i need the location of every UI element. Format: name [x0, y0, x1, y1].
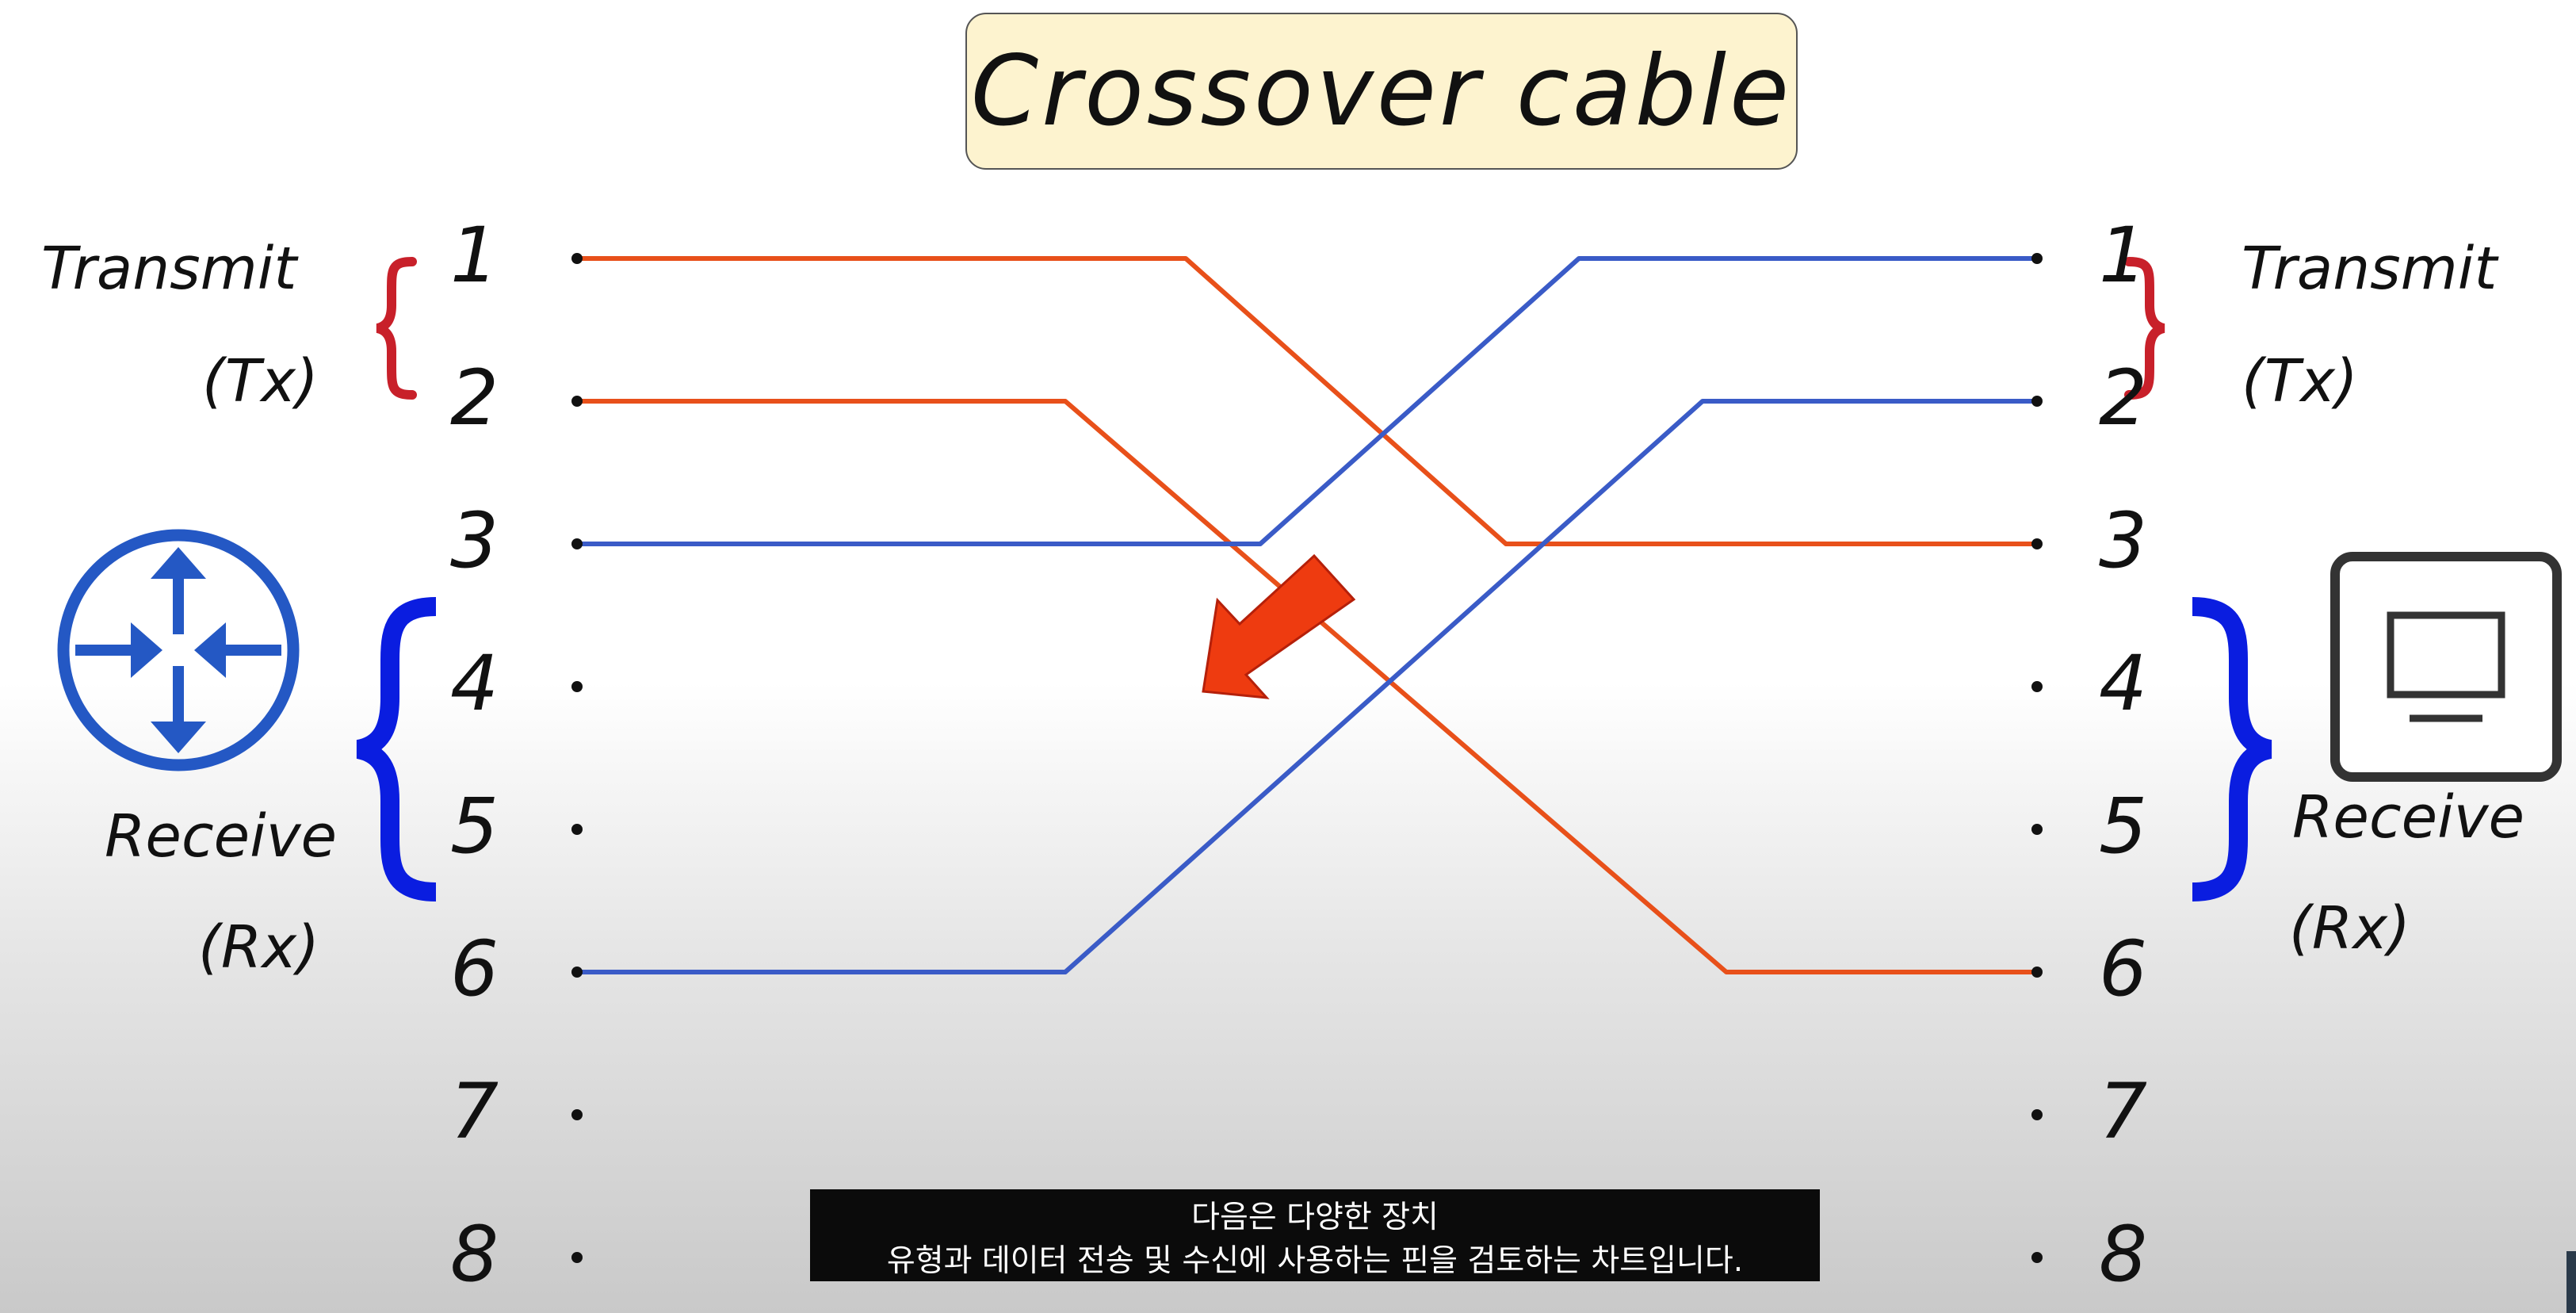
pin-dots-layer	[571, 253, 2043, 1263]
left-pin-8: 8	[450, 1210, 499, 1299]
right-pin-dot-6	[2031, 967, 2043, 978]
right-transmit-label: Transmit	[2242, 235, 2498, 303]
right-pin-8: 8	[2099, 1210, 2148, 1299]
right-pin-5: 5	[2099, 782, 2148, 871]
left-pin-dot-4	[571, 681, 583, 692]
right-pin-dot-8	[2031, 1252, 2043, 1263]
left-pin-dot-2	[571, 396, 583, 407]
left-pin-dot-8	[571, 1252, 583, 1263]
wire-3-to-1	[577, 256, 2037, 546]
right-pin-dot-2	[2031, 396, 2043, 407]
pc-icon	[2330, 552, 2562, 782]
left-pin-dot-6	[571, 967, 583, 978]
left-pin-dot-7	[571, 1109, 583, 1120]
title-box: Crossover cable	[965, 13, 1798, 170]
left-pin-dot-1	[571, 253, 583, 264]
wire-6-to-2	[577, 399, 2037, 974]
left-tx-brace	[376, 257, 417, 400]
right-pin-dot-5	[2031, 824, 2043, 835]
left-rx-brace	[356, 597, 437, 901]
left-transmit-label: Transmit	[41, 235, 297, 303]
right-transmit-abbr: (Tx)	[2242, 347, 2358, 415]
right-pin-4: 4	[2099, 639, 2148, 728]
red-arrow-icon	[1202, 553, 1356, 699]
right-pin-2: 2	[2099, 354, 2148, 442]
right-pin-3: 3	[2099, 496, 2148, 585]
right-pin-dot-3	[2031, 538, 2043, 549]
right-pin-dot-1	[2031, 253, 2043, 264]
left-pin-3: 3	[450, 496, 499, 585]
left-pin-dot-5	[571, 824, 583, 835]
right-pin-dot-4	[2031, 681, 2043, 692]
wires-layer	[577, 256, 2037, 974]
subtitle-line-2: 유형과 데이터 전송 및 수신에 사용하는 핀을 검토하는 차트입니다.	[886, 1243, 1744, 1279]
wire-2-to-6	[577, 399, 2037, 974]
left-pin-7: 7	[450, 1067, 499, 1156]
subtitle-line-1: 다음은 다양한 장치	[1191, 1200, 1439, 1235]
left-transmit-abbr: (Tx)	[202, 347, 319, 415]
page-title: Crossover cable	[970, 35, 1793, 147]
right-pin-7: 7	[2099, 1067, 2148, 1156]
right-rx-brace	[2192, 597, 2272, 901]
corner-mark	[2566, 1251, 2576, 1313]
left-pin-5: 5	[450, 782, 499, 871]
wire-1-to-3	[577, 256, 2037, 546]
right-tx-brace	[2124, 257, 2165, 400]
right-pin-6: 6	[2099, 924, 2148, 1013]
left-pin-4: 4	[450, 639, 499, 728]
left-receive-abbr: (Rx)	[198, 913, 319, 982]
left-pin-6: 6	[450, 924, 499, 1013]
right-pin-1: 1	[2099, 211, 2148, 300]
subtitle-caption: 다음은 다양한 장치 유형과 데이터 전송 및 수신에 사용하는 핀을 검토하는…	[810, 1189, 1820, 1281]
left-pin-2: 2	[450, 354, 499, 442]
router-icon	[57, 529, 300, 771]
left-pin-dot-3	[571, 538, 583, 549]
right-receive-label: Receive	[2292, 783, 2525, 852]
left-receive-label: Receive	[105, 802, 338, 871]
right-receive-abbr: (Rx)	[2289, 894, 2410, 963]
right-pin-dot-7	[2031, 1109, 2043, 1120]
left-pin-1: 1	[450, 211, 499, 300]
